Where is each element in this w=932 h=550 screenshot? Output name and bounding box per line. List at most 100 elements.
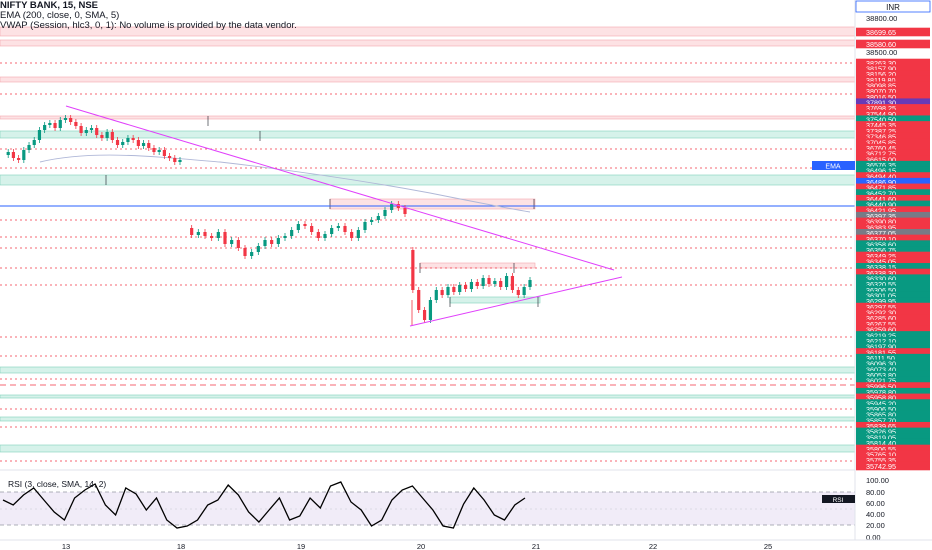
price-tag-label: 35996.50 xyxy=(866,382,896,391)
price-tag-label: 36349.25 xyxy=(866,252,896,261)
candle-body xyxy=(316,232,320,238)
price-tag xyxy=(856,138,930,147)
price-tag-label: 36111.50 xyxy=(866,354,895,363)
price-tag xyxy=(856,189,930,198)
candle-body xyxy=(95,128,99,135)
candle-body xyxy=(110,132,114,140)
time-axis[interactable]: 13 18 19 20 21 22 25 xyxy=(62,542,772,550)
price-tag xyxy=(856,70,930,79)
candle-body xyxy=(463,285,468,289)
ema-tag xyxy=(812,161,855,170)
price-tag xyxy=(856,211,930,221)
candle-body xyxy=(458,285,462,292)
price-tag-label: 36397.35 xyxy=(866,212,896,221)
price-tag-label: 36285.60 xyxy=(866,314,896,323)
candle-body xyxy=(223,232,227,244)
price-tag-label: 36390.80 xyxy=(866,218,896,227)
currency-label[interactable]: INR xyxy=(886,3,900,12)
candle-body xyxy=(290,230,294,236)
trendlines[interactable] xyxy=(65,105,623,327)
symbol-title[interactable]: NIFTY BANK, 15, NSE xyxy=(0,0,99,11)
price-pane[interactable] xyxy=(0,0,855,470)
price-tag-label: 35742.95 xyxy=(866,462,896,471)
price-tag xyxy=(856,456,930,465)
price-tag xyxy=(856,376,930,386)
price-tag xyxy=(856,257,930,266)
price-tag xyxy=(856,393,930,403)
candlesticks xyxy=(6,115,532,326)
candle-body xyxy=(121,142,125,145)
candle-body xyxy=(256,246,260,252)
price-tag xyxy=(856,149,930,159)
price-tag xyxy=(856,319,930,329)
candle-body xyxy=(152,148,156,152)
candle-body xyxy=(370,220,374,222)
currency-button[interactable] xyxy=(855,0,931,13)
zone-box xyxy=(0,416,856,422)
price-tag-label: 36440.90 xyxy=(866,201,896,210)
price-tag xyxy=(856,75,930,85)
candle-body xyxy=(89,128,94,130)
price-tag-label: 36452.70 xyxy=(866,189,896,198)
candle-body xyxy=(522,287,526,295)
time-axis-label: 20 xyxy=(417,542,425,550)
price-tag-label: 35906.50 xyxy=(866,405,896,414)
vwap-legend[interactable]: VWAP (Session, hlc3, 0, 1): No volume is… xyxy=(0,20,297,31)
ascending-trendline xyxy=(409,276,623,327)
price-tag-label: 36292.30 xyxy=(866,309,896,318)
price-tag xyxy=(856,370,930,380)
price-tag xyxy=(856,314,930,323)
price-tag-label: 36299.95 xyxy=(866,297,896,306)
candle-body xyxy=(131,138,135,140)
price-tag-label: 36181.55 xyxy=(866,348,896,357)
candle-body xyxy=(493,281,497,284)
price-tag-label: 36197.90 xyxy=(866,343,896,352)
price-tag-label: 36259.60 xyxy=(866,326,896,335)
candle-body xyxy=(157,150,161,152)
ema-tag-label: EMA xyxy=(825,164,841,171)
rsi-path xyxy=(2,481,526,529)
price-tag-label: 36760.45 xyxy=(866,144,896,153)
price-tag xyxy=(856,27,930,37)
price-tag xyxy=(856,285,930,295)
price-tag-label: 36096.30 xyxy=(866,360,896,369)
rsi-legend[interactable]: RSI (3, close, SMA, 14, 2) xyxy=(8,479,107,489)
price-tag-label: 36712.75 xyxy=(866,150,896,159)
candle-body xyxy=(126,138,130,142)
price-tag xyxy=(856,325,930,335)
price-tag xyxy=(856,166,930,176)
price-tag-label: 36370.10 xyxy=(866,235,896,244)
time-axis-label: 13 xyxy=(62,542,70,550)
candle-body xyxy=(63,118,68,120)
price-tag xyxy=(856,228,930,238)
candle-body xyxy=(167,156,172,158)
price-tag xyxy=(856,223,930,232)
candle-body xyxy=(230,240,234,244)
price-tag xyxy=(856,353,930,363)
price-tag xyxy=(856,39,930,49)
price-tag-label: 35806.55 xyxy=(866,445,896,454)
time-axis-label: 19 xyxy=(297,542,305,550)
candle-body xyxy=(32,140,36,145)
price-tag-label: 36306.50 xyxy=(866,286,896,295)
price-tag xyxy=(856,64,930,73)
price-tag xyxy=(856,234,930,244)
ema-legend[interactable]: EMA (200, close, 0, SMA, 5) xyxy=(0,10,120,21)
candle-body xyxy=(141,143,146,146)
price-tag xyxy=(856,177,930,187)
rsi-axis-label: 80.00 xyxy=(866,488,885,497)
price-tag xyxy=(856,399,930,408)
candle-body xyxy=(376,216,380,220)
candle-body xyxy=(178,160,182,162)
price-tag-label: 38263.30 xyxy=(866,59,896,68)
price-tag-label: 38580.60 xyxy=(866,40,896,49)
price-tag xyxy=(856,109,930,119)
candle-body xyxy=(528,280,532,287)
horizontal-levels xyxy=(0,62,855,462)
candle-body xyxy=(469,282,474,289)
candle-body xyxy=(270,240,274,244)
price-tag-label: 35755.35 xyxy=(866,456,896,465)
price-tag-label: 37445.35 xyxy=(866,121,896,130)
price-tag-label: 36219.25 xyxy=(866,331,896,340)
